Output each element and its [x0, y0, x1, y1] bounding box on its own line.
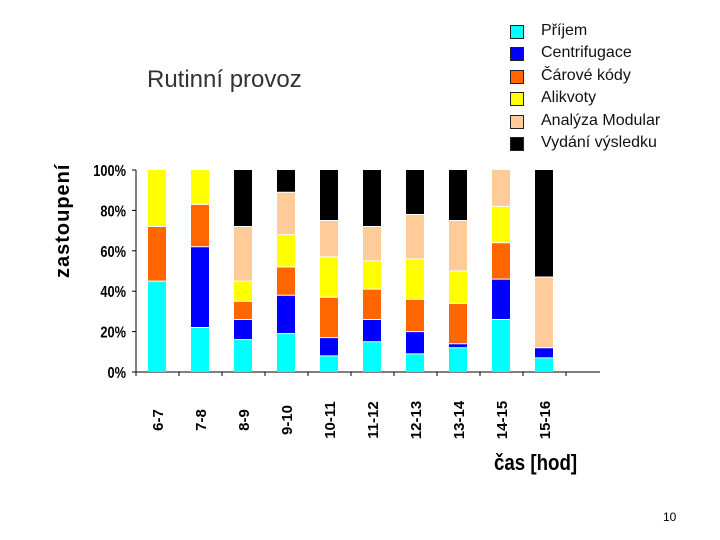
x-tick-label: 7-8	[193, 409, 210, 431]
bar-segment	[320, 170, 338, 221]
page-number: 10	[663, 510, 677, 524]
bar-segment	[234, 319, 252, 340]
y-tick-label: 80%	[100, 203, 126, 221]
bar-segment	[320, 355, 338, 372]
x-tick-label: 11-12	[365, 401, 382, 439]
x-tick-label: 14-15	[494, 401, 511, 439]
bar-segment	[277, 266, 295, 296]
bar-segment	[277, 170, 295, 193]
bar-segment	[406, 353, 424, 372]
bar-segment	[535, 357, 553, 372]
bar-segment	[449, 271, 467, 304]
bar-segment	[406, 331, 424, 354]
x-tick-label: 13-14	[451, 400, 468, 439]
bar-segment	[191, 204, 209, 247]
bar-segment	[320, 220, 338, 257]
bar-segment	[277, 333, 295, 372]
bar-segment	[191, 246, 209, 328]
bar-segment	[363, 260, 381, 290]
bar-segment	[406, 258, 424, 300]
bar-segment	[449, 347, 467, 372]
bar-segment	[406, 299, 424, 332]
bar-segment	[406, 170, 424, 215]
bar-segment	[363, 319, 381, 342]
y-tick-label: 100%	[93, 163, 126, 181]
legend-swatch	[510, 47, 524, 62]
x-tick-label: 8-9	[236, 409, 253, 431]
y-tick-label: 40%	[100, 284, 126, 302]
bar-segment	[234, 170, 252, 227]
bar-segment	[535, 347, 553, 358]
x-tick-label: 10-11	[322, 401, 339, 439]
bar-segment	[320, 256, 338, 298]
bar-segment	[535, 277, 553, 348]
legend-swatch	[510, 114, 524, 129]
x-tick-label: 9-10	[279, 405, 296, 435]
bar-segment	[492, 170, 510, 207]
legend-label: Čárové kódy	[541, 66, 631, 84]
bar-segment	[363, 226, 381, 261]
bar-segment	[234, 281, 252, 302]
bar-segment	[492, 279, 510, 320]
legend-label: Centrifugace	[541, 44, 632, 62]
bar-segment	[320, 337, 338, 356]
legend-swatch	[510, 69, 524, 84]
bar-segment	[492, 319, 510, 372]
y-tick-label: 20%	[100, 324, 126, 342]
bar-segment	[406, 214, 424, 259]
legend-label: Analýza Modular	[541, 111, 661, 129]
bar-segment	[234, 226, 252, 282]
chart-plot-area: 0% 20% 40% 60% 80% 100% 6-7 7-8 8-9 9-10 10-11 11-1…	[93, 163, 600, 439]
bar-segment	[148, 170, 166, 227]
legend-swatch	[510, 92, 524, 107]
bar-segment	[191, 170, 209, 205]
bar-segment	[148, 226, 166, 282]
bar-segment	[363, 170, 381, 227]
bar-segment	[277, 234, 295, 267]
x-tick-label: 6-7	[150, 409, 167, 431]
legend-label: Alikvoty	[541, 89, 597, 107]
y-tick-label: 0%	[108, 365, 127, 383]
bar-segment	[363, 341, 381, 372]
bar-segment	[320, 297, 338, 338]
bar-segment	[449, 170, 467, 221]
slide-title: Rutinní provoz	[147, 66, 302, 93]
bar-segment	[363, 289, 381, 320]
bar-segment	[148, 281, 166, 372]
bar-segment	[191, 327, 209, 372]
x-tick-label: 12-13	[408, 401, 425, 439]
legend-label: Vydání výsledku	[541, 133, 657, 151]
x-axis-label: čas [hod]	[494, 450, 578, 475]
bar-segment	[234, 301, 252, 320]
x-tick-label: 15-16	[537, 401, 554, 439]
bar-segment	[449, 343, 467, 348]
bar-segment	[535, 170, 553, 278]
bar-segment	[492, 206, 510, 243]
bar-segment	[492, 242, 510, 280]
legend-label: Příjem	[541, 22, 588, 39]
bar-segment	[277, 192, 295, 235]
legend-swatch	[510, 136, 524, 151]
bar-segment	[449, 303, 467, 344]
y-tick-label: 60%	[100, 244, 126, 262]
bar-segment	[234, 339, 252, 372]
legend-swatch	[510, 25, 524, 39]
bar-segment	[277, 295, 295, 334]
bar-segment	[449, 220, 467, 271]
